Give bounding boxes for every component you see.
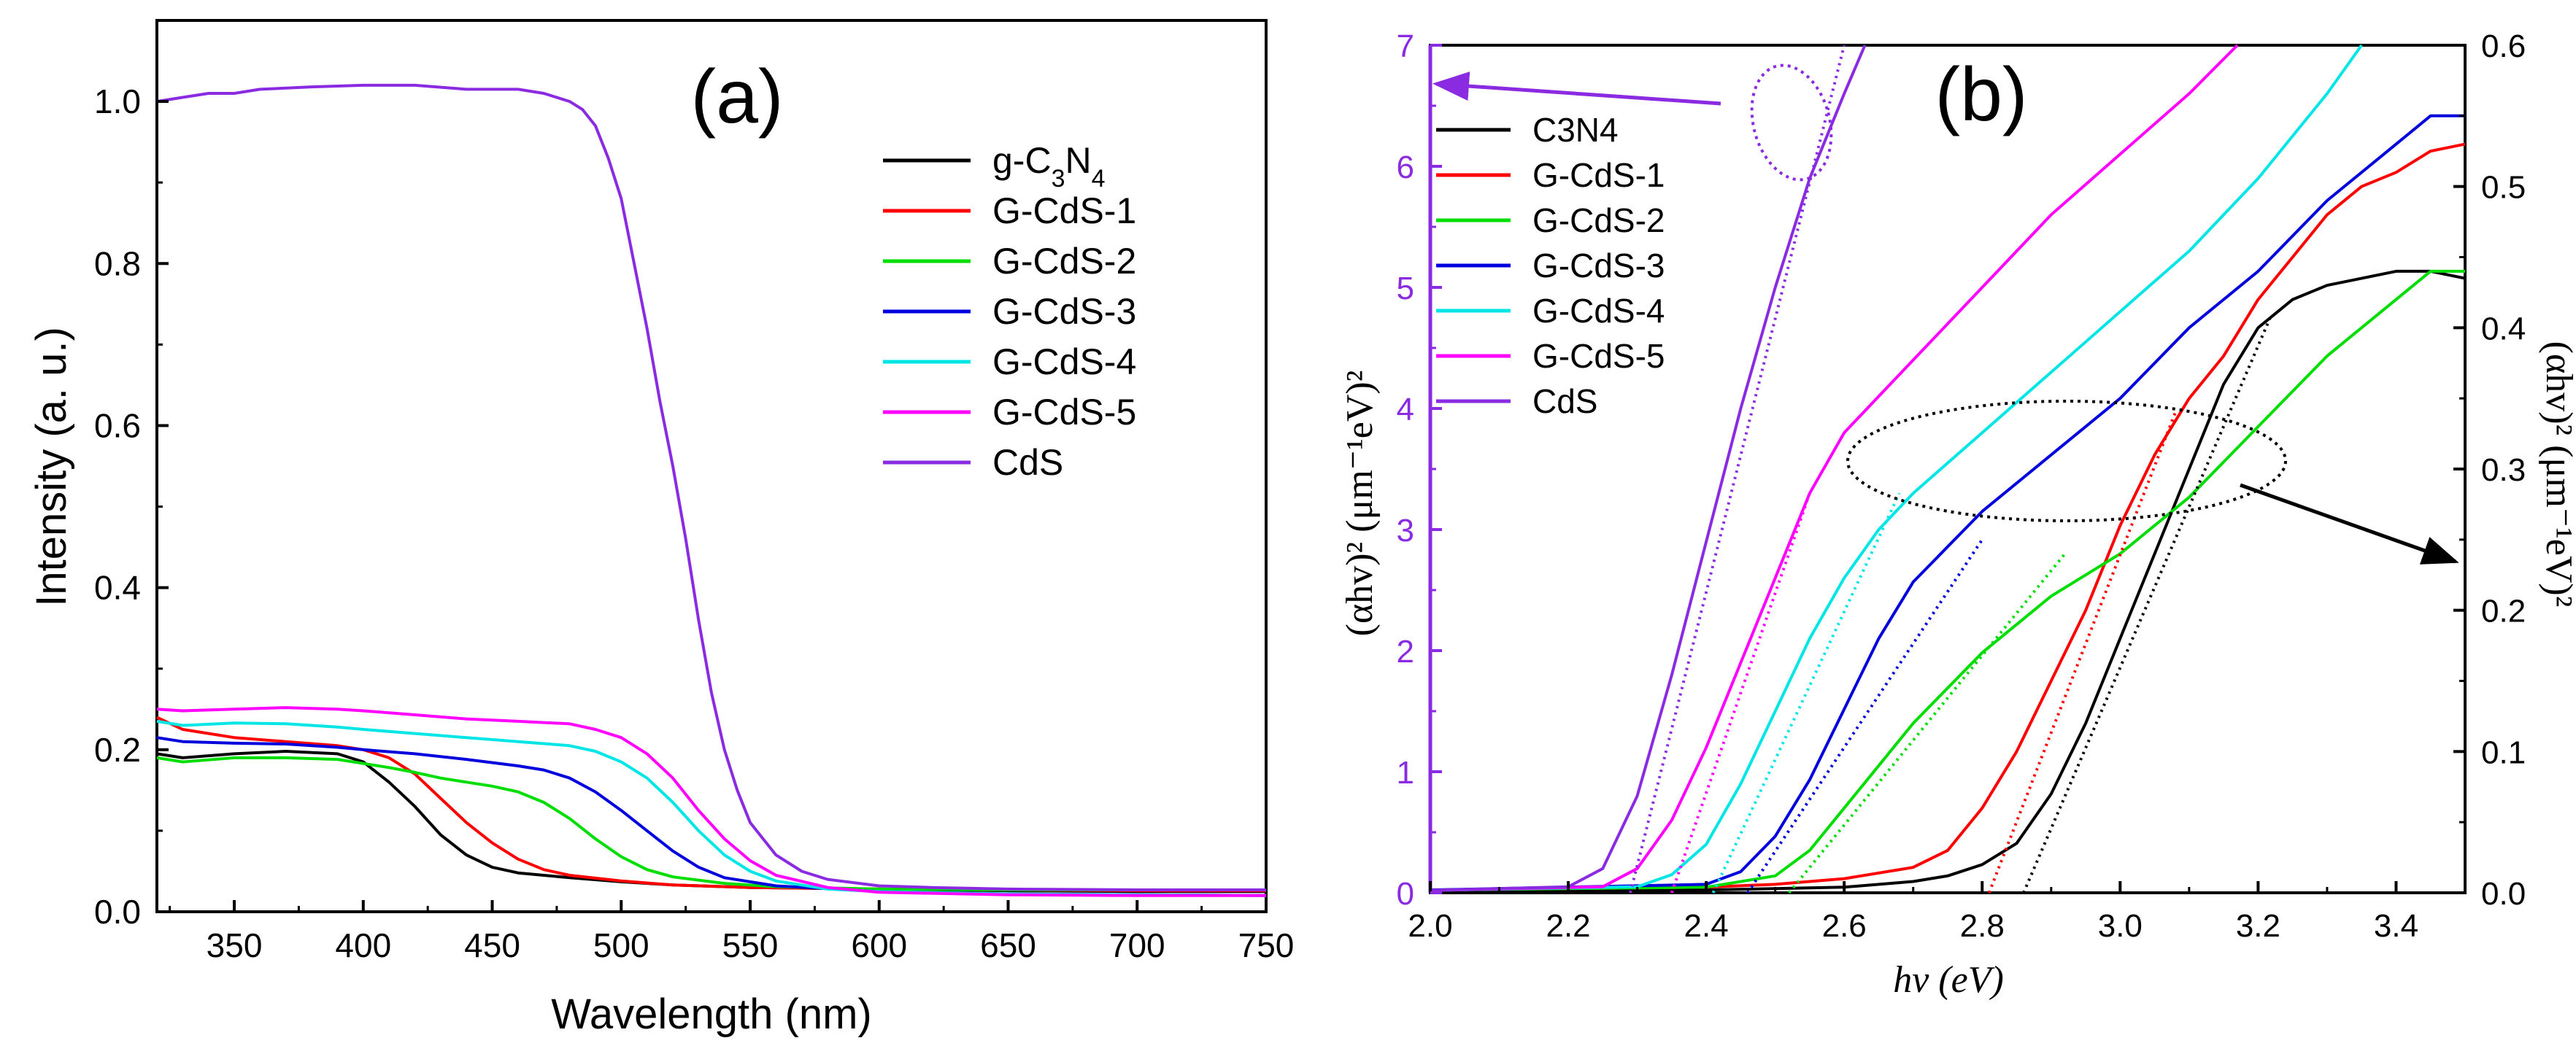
panel-b-right-y-tick-label: 0.1	[2481, 735, 2526, 770]
panel-b-legend-label: G-CdS-4	[1532, 292, 1665, 330]
panel-a-x-tick-label: 400	[335, 926, 391, 964]
panel-b-left-y-axis-title: (αhv)² (μm⁻¹eV)²	[1339, 371, 1381, 637]
panel-b-series-c3n4	[1430, 269, 2466, 892]
panel-a-chart: 350 400 450 500 550 600 650 700 750 0.0 0.2 0.4 0.6…	[28, 19, 1295, 1038]
panel-b-left-y-tick-label: 5	[1397, 271, 1414, 306]
panel-a-series-g-cds-3	[156, 736, 1267, 897]
panel-b-tangent-g-cds-5	[1670, 492, 1811, 894]
panel-a-x-tick-label: 500	[593, 926, 649, 964]
panel-a-legend-label: G-CdS-1	[992, 190, 1136, 231]
panel-b-right-y-tick-label: 0.0	[2481, 876, 2526, 912]
panel-b-right-y-tick-label: 0.2	[2481, 594, 2526, 629]
panel-a-series-cds	[156, 83, 1266, 891]
panel-b-tangent-g-cds-2	[1788, 552, 2067, 894]
panel-b-series-g-cds-2	[1430, 269, 2465, 892]
panel-a-x-tick-label: 550	[722, 926, 779, 964]
panel-b-left-y-ticks: 0 1 2 3 4 5 6 7	[1397, 28, 1442, 912]
panel-b-tangent-cds	[1629, 44, 1846, 894]
panel-a-x-tick-label: 600	[851, 926, 907, 964]
panel-a-series-group	[156, 83, 1267, 897]
panel-b-right-y-axis-title: (αhv)² (μm⁻¹eV)²	[2538, 341, 2576, 608]
panel-a-legend-label: G-CdS-2	[992, 241, 1136, 282]
right-axis-group-ellipse	[1846, 400, 2287, 522]
panel-a-y-tick-label: 0.8	[94, 244, 141, 282]
panel-a-legend-label: G-CdS-3	[992, 291, 1136, 332]
panel-b-legend: C3N4 G-CdS-1 G-CdS-2 G-CdS-3 G-CdS-4 G-CdS-5 C…	[1436, 111, 1665, 420]
panel-b-legend-label: C3N4	[1532, 111, 1619, 149]
panel-b-x-tick-label: 2.0	[1408, 908, 1452, 944]
panel-b-x-tick-label: 2.4	[1684, 908, 1729, 944]
panel-a-legend-label: G-CdS-5	[992, 392, 1136, 433]
panel-b-tangent-g-cds-1	[1987, 411, 2177, 894]
panel-a-series-g-c3n4	[156, 750, 1266, 894]
panel-b-tangent-c3n4	[2022, 313, 2274, 894]
panel-a-series-g-cds-5	[156, 706, 1266, 897]
panel-b-left-y-tick-label: 2	[1397, 634, 1414, 670]
panel-a-series-g-cds-1	[156, 716, 1266, 893]
panel-b-x-tick-label: 2.8	[1960, 908, 2005, 944]
cds-axis-arrow	[1432, 71, 1721, 106]
panel-b-legend-label: G-CdS-2	[1532, 201, 1665, 239]
panel-a-y-axis-title: Intensity (a. u.)	[28, 327, 75, 607]
panel-b-tangent-g-cds-3	[1746, 538, 1983, 894]
panel-a-legend-label: g-C3N4	[992, 140, 1106, 193]
panel-a-x-tick-label: 650	[980, 926, 1036, 964]
panel-b-legend-label: G-CdS-1	[1532, 156, 1665, 194]
panel-b-tangent-lines	[1629, 44, 2274, 894]
panel-b-left-y-tick-label: 3	[1397, 513, 1414, 549]
panel-b-x-axis-title: hv (eV)	[1893, 959, 2004, 1001]
panel-b-right-y-tick-label: 0.3	[2481, 452, 2526, 488]
panel-b-x-tick-label: 3.2	[2236, 908, 2280, 944]
panel-a-x-tick-label: 350	[207, 926, 263, 964]
panel-b-legend-label: G-CdS-3	[1532, 247, 1665, 284]
panel-a-plot-frame	[155, 19, 1268, 913]
panel-b-x-tick-label: 2.6	[1822, 908, 1867, 944]
panel-b-legend-label: G-CdS-5	[1532, 337, 1665, 375]
panel-a-y-ticks: 0.0 0.2 0.4 0.6 0.8 1.0	[94, 19, 169, 931]
panel-a-legend-label: G-CdS-4	[992, 341, 1136, 382]
panel-a-label: (a)	[690, 55, 783, 139]
panel-a-x-axis-title: Wavelength (nm)	[551, 991, 871, 1038]
cds-onset-ellipse	[1750, 63, 1833, 182]
right-axis-arrow	[2240, 483, 2459, 565]
panel-a-y-tick-label: 1.0	[94, 82, 141, 120]
panel-b-right-y-tick-label: 0.4	[2481, 311, 2526, 346]
panel-b-right-y-tick-label: 0.6	[2481, 28, 2526, 64]
panel-a-x-ticks: 350 400 450 500 550 600 650 700 750	[169, 900, 1295, 964]
panel-b-left-y-tick-label: 1	[1397, 755, 1414, 791]
panel-a-legend-label: CdS	[992, 442, 1063, 483]
panel-b-chart: 2.0 2.2 2.4 2.6 2.8 3.0 3.2 3.4 0 1 2 3 4 5 6 7 0.0 0.1…	[1339, 28, 2576, 1001]
panel-b-tangent-g-cds-4	[1711, 492, 1901, 894]
panel-a-y-tick-label: 0.2	[94, 731, 141, 769]
panel-a-y-tick-label: 0.0	[94, 893, 141, 931]
panel-b-left-y-tick-label: 0	[1397, 876, 1414, 912]
panel-b-right-y-tick-label: 0.5	[2481, 170, 2526, 206]
panel-a-y-tick-label: 0.4	[94, 569, 141, 607]
panel-b-x-tick-label: 3.0	[2098, 908, 2143, 944]
panel-b-series-group	[1430, 44, 2466, 892]
panel-b-label: (b)	[1935, 53, 2027, 137]
panel-b-left-y-tick-label: 4	[1397, 392, 1414, 427]
panel-b-series-g-cds-5	[1430, 44, 2239, 892]
panel-b-right-y-ticks: 0.0 0.1 0.2 0.3 0.4 0.5 0.6	[2453, 28, 2526, 912]
panel-b-x-tick-label: 3.4	[2374, 908, 2418, 944]
panel-a-x-tick-label: 750	[1238, 926, 1295, 964]
panel-b-legend-label: CdS	[1532, 382, 1597, 420]
panel-b-left-y-tick-label: 7	[1397, 28, 1414, 64]
panel-b-x-tick-label: 2.2	[1546, 908, 1590, 944]
panel-b-left-y-tick-label: 6	[1397, 150, 1414, 185]
panel-b-series-g-cds-4	[1430, 44, 2363, 892]
panel-b-series-g-cds-3	[1430, 114, 2465, 892]
panel-b-series-cds	[1430, 44, 1867, 892]
panel-b-series-g-cds-1	[1430, 142, 2466, 892]
panel-a-y-tick-label: 0.6	[94, 406, 141, 444]
panel-a-x-tick-label: 700	[1109, 926, 1165, 964]
panel-b-x-ticks: 2.0 2.2 2.4 2.6 2.8 3.0 3.2 3.4	[1408, 881, 2418, 944]
panel-a-x-tick-label: 450	[464, 926, 520, 964]
